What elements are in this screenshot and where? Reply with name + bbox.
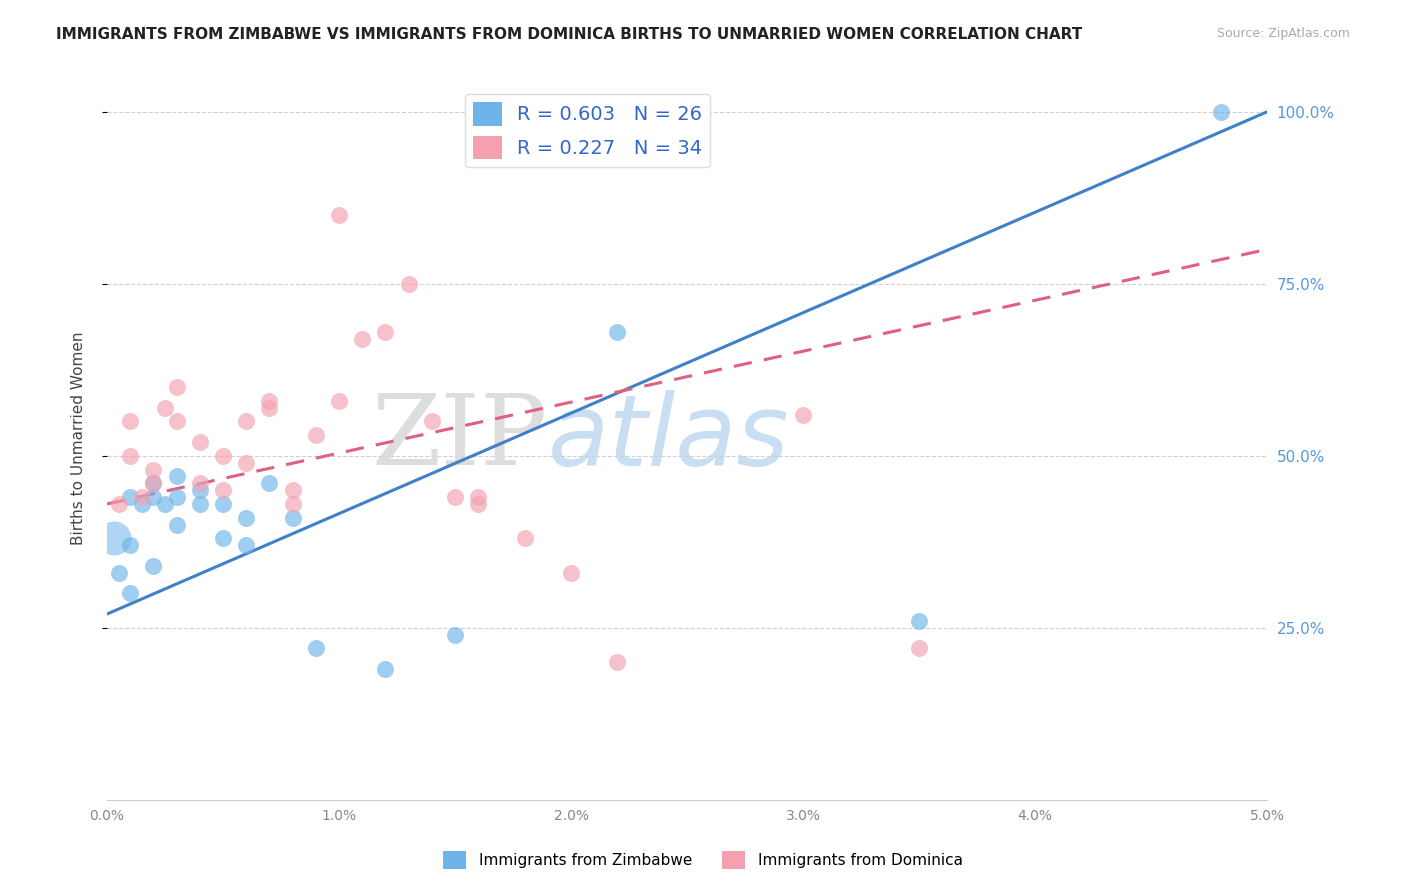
Text: IMMIGRANTS FROM ZIMBABWE VS IMMIGRANTS FROM DOMINICA BIRTHS TO UNMARRIED WOMEN C: IMMIGRANTS FROM ZIMBABWE VS IMMIGRANTS F… bbox=[56, 27, 1083, 42]
Point bbox=[131, 497, 153, 511]
Point bbox=[374, 325, 396, 339]
Point bbox=[908, 641, 931, 656]
Point bbox=[188, 435, 211, 450]
Point bbox=[153, 497, 176, 511]
Point bbox=[120, 449, 142, 463]
Point bbox=[131, 490, 153, 504]
Point bbox=[107, 566, 129, 580]
Point bbox=[1209, 104, 1232, 119]
Point bbox=[259, 393, 281, 408]
Point bbox=[606, 655, 628, 669]
Point bbox=[166, 469, 188, 483]
Point bbox=[352, 332, 374, 346]
Point bbox=[606, 325, 628, 339]
Point bbox=[166, 380, 188, 394]
Point bbox=[142, 462, 165, 476]
Point bbox=[328, 208, 350, 222]
Point bbox=[560, 566, 582, 580]
Text: ZIP: ZIP bbox=[371, 391, 548, 486]
Point bbox=[420, 414, 443, 428]
Point bbox=[212, 497, 235, 511]
Point bbox=[120, 490, 142, 504]
Point bbox=[259, 476, 281, 491]
Point bbox=[259, 401, 281, 415]
Point bbox=[120, 414, 142, 428]
Point bbox=[142, 476, 165, 491]
Point bbox=[235, 510, 257, 524]
Point bbox=[188, 476, 211, 491]
Point bbox=[374, 662, 396, 676]
Point bbox=[212, 449, 235, 463]
Point bbox=[166, 490, 188, 504]
Point bbox=[103, 532, 125, 546]
Point bbox=[142, 476, 165, 491]
Point bbox=[120, 538, 142, 552]
Point bbox=[120, 586, 142, 600]
Text: Source: ZipAtlas.com: Source: ZipAtlas.com bbox=[1216, 27, 1350, 40]
Point bbox=[142, 558, 165, 573]
Point bbox=[212, 532, 235, 546]
Point bbox=[188, 497, 211, 511]
Point bbox=[166, 414, 188, 428]
Point bbox=[281, 483, 304, 498]
Point bbox=[212, 483, 235, 498]
Point bbox=[235, 414, 257, 428]
Legend: Immigrants from Zimbabwe, Immigrants from Dominica: Immigrants from Zimbabwe, Immigrants fro… bbox=[437, 845, 969, 875]
Point bbox=[281, 510, 304, 524]
Point bbox=[281, 497, 304, 511]
Point bbox=[908, 614, 931, 628]
Point bbox=[513, 532, 536, 546]
Point bbox=[444, 490, 467, 504]
Point bbox=[166, 517, 188, 532]
Point bbox=[792, 408, 814, 422]
Text: atlas: atlas bbox=[548, 390, 790, 487]
Point bbox=[328, 393, 350, 408]
Point bbox=[153, 401, 176, 415]
Point bbox=[444, 627, 467, 641]
Point bbox=[305, 428, 328, 442]
Point bbox=[235, 538, 257, 552]
Point bbox=[398, 277, 420, 291]
Point bbox=[305, 641, 328, 656]
Point bbox=[467, 490, 489, 504]
Point bbox=[467, 497, 489, 511]
Legend: R = 0.603   N = 26, R = 0.227   N = 34: R = 0.603 N = 26, R = 0.227 N = 34 bbox=[465, 95, 710, 167]
Point bbox=[188, 483, 211, 498]
Point bbox=[235, 456, 257, 470]
Y-axis label: Births to Unmarried Women: Births to Unmarried Women bbox=[72, 332, 86, 545]
Point bbox=[107, 497, 129, 511]
Point bbox=[142, 490, 165, 504]
